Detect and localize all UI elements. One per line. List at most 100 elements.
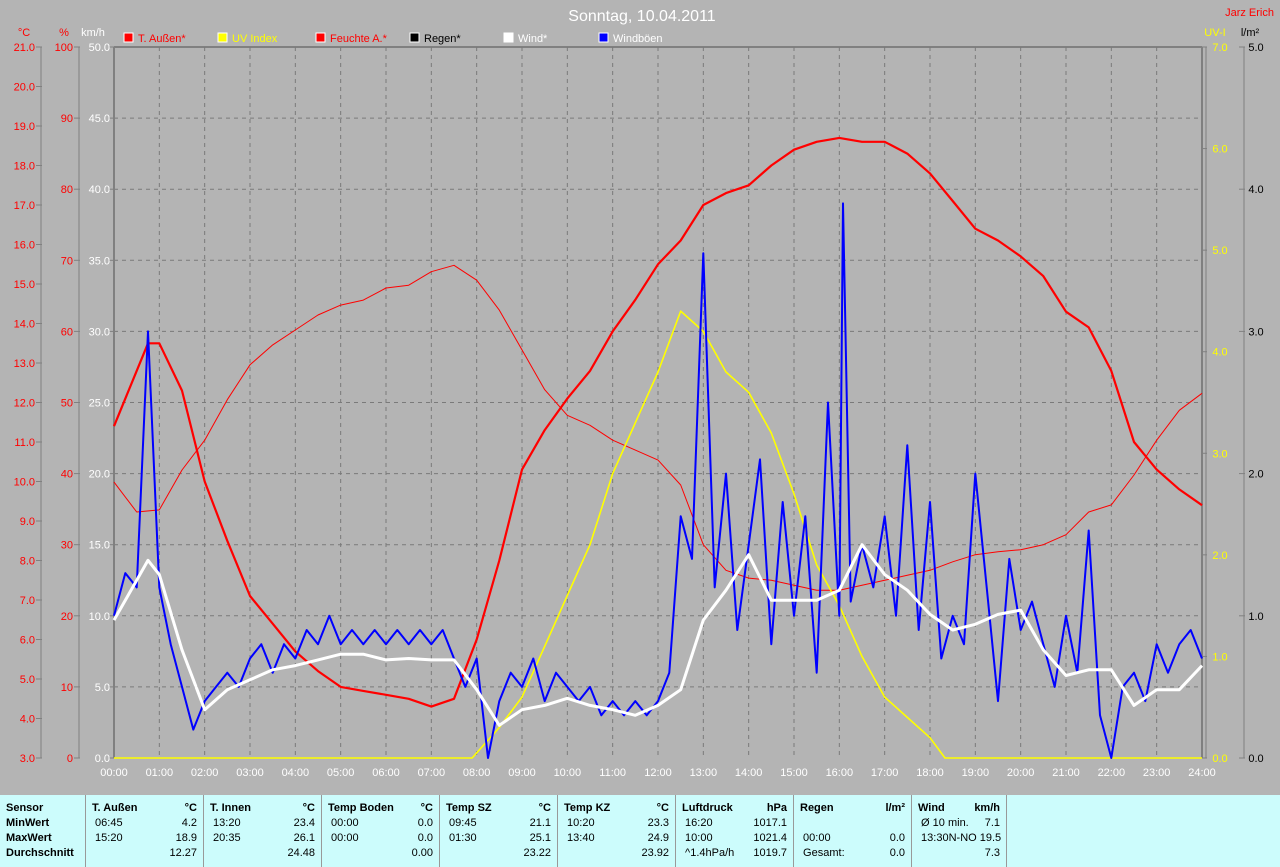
stat-value: 1017.1 [753, 817, 787, 829]
x-tick-label: 16:00 [826, 767, 854, 779]
temp-axis-label: 15.0 [14, 279, 35, 291]
legend-swatch [123, 32, 134, 43]
stat-label: 01:30 [446, 832, 477, 844]
rain-axis-label: 4.0 [1248, 184, 1263, 196]
author-label: Jarz Erich [1225, 7, 1274, 19]
stats-column: Regen l/m² 00:00 0.0 Gesamt: 0.0 [794, 795, 912, 867]
weather-chart: Sonntag, 10.04.2011 Jarz Erich 00:00 01:0… [14, 7, 1274, 779]
x-tick-label: 19:00 [962, 767, 990, 779]
stats-header: T. Innen °C [210, 801, 315, 816]
stat-label: Sensor [6, 802, 44, 814]
legend-item: UV Index [217, 32, 278, 45]
stat-label: ^1.4hPa/h [682, 847, 735, 859]
stat-value: °C [302, 802, 315, 814]
stat-value: 1021.4 [753, 832, 787, 844]
stat-value: °C [420, 802, 433, 814]
stats-header: Temp SZ °C [446, 801, 551, 816]
stat-value: 24.9 [647, 832, 669, 844]
uv-axis-label: 0.0 [1212, 753, 1227, 765]
stats-avg-row: 23.22 [446, 846, 551, 861]
x-tick-label: 06:00 [372, 767, 400, 779]
stat-label: 06:45 [92, 817, 123, 829]
stat-label: T. Innen [210, 802, 251, 814]
series-line [112, 136, 1203, 708]
wind-axis-label: 20.0 [89, 469, 110, 481]
wind-axis-label: 35.0 [89, 255, 110, 267]
stats-min-row: 13:20 23.4 [210, 816, 315, 831]
stat-value: 26.1 [293, 832, 315, 844]
stat-value: 23.22 [523, 847, 551, 859]
temp-axis-label: 10.0 [14, 477, 35, 489]
stats-min-row: 10:20 23.3 [564, 816, 669, 831]
humidity-axis-label: 0 [67, 753, 73, 765]
temp-axis-label: 17.0 [14, 200, 35, 212]
legend-swatch [598, 32, 609, 43]
stats-min-row [800, 816, 905, 831]
stat-label: Durchschnitt [6, 847, 74, 859]
stats-avg-row: 24.48 [210, 846, 315, 861]
rain-axis-label: 0.0 [1248, 753, 1263, 765]
series-t-außen [112, 136, 1203, 708]
stat-label: 00:00 [800, 832, 831, 844]
stat-value: 1019.7 [753, 847, 787, 859]
x-tick-label: 09:00 [508, 767, 536, 779]
stats-row-label: MaxWert [6, 831, 79, 846]
legend-label: T. Außen* [138, 33, 186, 45]
stat-label: Wind [918, 802, 945, 814]
humidity-axis-unit: % [59, 27, 69, 39]
stats-column: Temp Boden °C 00:00 0.0 00:00 0.0 0.00 [322, 795, 440, 867]
stat-value: l/m² [885, 802, 905, 814]
stat-label [564, 846, 641, 861]
temp-axis-label: 16.0 [14, 240, 35, 252]
x-tick-label: 24:00 [1188, 767, 1216, 779]
uv-axis-label: 4.0 [1212, 347, 1227, 359]
stats-header: Sensor [6, 801, 79, 816]
wind-axis-label: 25.0 [89, 398, 110, 410]
stat-label [800, 816, 905, 831]
temp-axis-unit: °C [18, 27, 30, 39]
stat-value: 0.00 [411, 847, 433, 859]
humidity-axis-label: 50 [61, 398, 73, 410]
stat-label: 10:20 [564, 817, 595, 829]
series-windböen [113, 202, 1203, 759]
legend-item: T. Außen* [123, 32, 186, 45]
x-tick-label: 02:00 [191, 767, 219, 779]
wind-axis-label: 30.0 [89, 326, 110, 338]
stats-min-row: 00:00 0.0 [328, 816, 433, 831]
stat-label: Temp Boden [328, 802, 394, 814]
wind-axis-label: 0.0 [95, 753, 110, 765]
stats-avg-row: Gesamt: 0.0 [800, 846, 905, 861]
stat-label: T. Außen [92, 802, 138, 814]
stats-row-label: Durchschnitt [6, 846, 79, 861]
temp-axis-label: 13.0 [14, 358, 35, 370]
uv-axis-label: 1.0 [1212, 651, 1227, 663]
legend-swatch [315, 32, 326, 43]
x-tick-label: 21:00 [1052, 767, 1080, 779]
stats-max-row: 00:00 0.0 [800, 831, 905, 846]
rain-axis-label: 1.0 [1248, 611, 1263, 623]
stats-column: Temp SZ °C 09:45 21.1 01:30 25.1 23.22 [440, 795, 558, 867]
stats-column: T. Innen °C 13:20 23.4 20:35 26.1 24.48 [204, 795, 322, 867]
stats-header: Luftdruck hPa [682, 801, 787, 816]
wind-axis-label: 45.0 [89, 113, 110, 125]
rain-axis-label: 5.0 [1248, 42, 1263, 54]
stats-min-row: Ø 10 min. 7.1 [918, 816, 1000, 831]
temp-axis-label: 19.0 [14, 121, 35, 133]
uv-axis-unit: UV-I [1204, 27, 1225, 39]
stat-label: 00:00 [328, 832, 359, 844]
legend-item: Wind* [503, 32, 548, 45]
stats-max-row: 15:20 18.9 [92, 831, 197, 846]
stat-value: 0.0 [889, 832, 905, 844]
x-tick-label: 11:00 [599, 767, 626, 779]
humidity-axis-label: 10 [61, 682, 73, 694]
stat-value: N-NO 19.5 [948, 832, 1002, 844]
stat-value: 23.3 [647, 817, 669, 829]
temp-axis-label: 4.0 [20, 714, 35, 726]
stat-value: 23.4 [293, 817, 315, 829]
stat-label: Gesamt: [800, 847, 845, 859]
stat-label: 09:45 [446, 817, 477, 829]
legend-swatch [409, 32, 420, 43]
stat-label: Temp KZ [564, 802, 611, 814]
stat-value: 7.1 [984, 817, 1000, 829]
x-tick-label: 10:00 [554, 767, 582, 779]
